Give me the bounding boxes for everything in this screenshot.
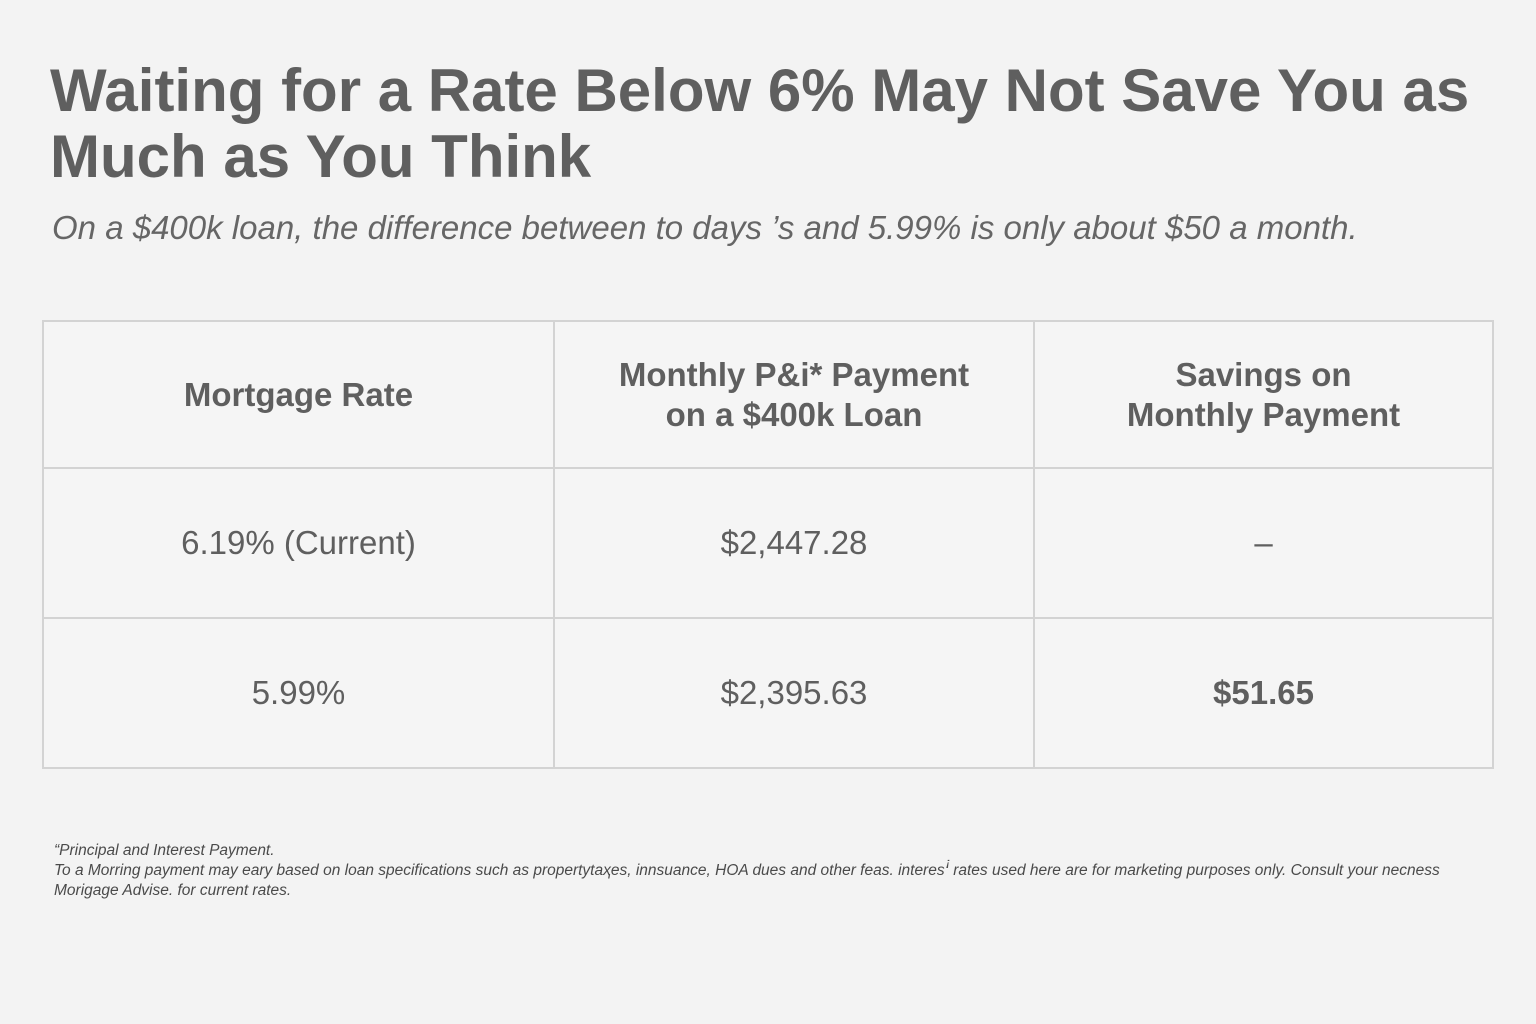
- header-line: Monthly Payment: [1126, 395, 1401, 433]
- header-savings: Savings on Monthly Payment: [1033, 320, 1494, 469]
- footnote-disclaimer: To a Morring payment may eary based on l…: [54, 862, 1440, 899]
- page-title: Waiting for a Rate Below 6% May Not Save…: [50, 57, 1470, 190]
- page-subtitle: On a $400k loan, the difference between …: [52, 209, 1358, 246]
- savings-cell: –: [1033, 467, 1494, 619]
- savings-cell: $51.65: [1033, 617, 1494, 769]
- payment-cell: $2,395.63: [553, 617, 1035, 769]
- footnote-asterisk-note: “Principal and Interest Payment.: [54, 842, 275, 859]
- rate-cell: 6.19% (Current): [42, 467, 555, 619]
- table-row: 6.19% (Current) $2,447.28 –: [42, 467, 1494, 619]
- table-row: 5.99% $2,395.63 $51.65: [42, 617, 1494, 769]
- footnote: “Principal and Interest Payment. To a Mo…: [54, 841, 1494, 901]
- header-line: Monthly P&i* Payment: [618, 355, 970, 393]
- header-monthly-payment: Monthly P&i* Payment on a $400k Loan: [553, 320, 1035, 469]
- header-mortgage-rate: Mortgage Rate: [42, 320, 555, 469]
- rate-comparison-table: Mortgage Rate Monthly P&i* Payment on a …: [42, 320, 1494, 769]
- header-line: Savings on: [1175, 355, 1352, 393]
- header-line: Mortgage Rate: [183, 375, 414, 413]
- table-header-row: Mortgage Rate Monthly P&i* Payment on a …: [42, 320, 1494, 469]
- rate-cell: 5.99%: [42, 617, 555, 769]
- payment-cell: $2,447.28: [553, 467, 1035, 619]
- header-line: on a $400k Loan: [665, 395, 923, 433]
